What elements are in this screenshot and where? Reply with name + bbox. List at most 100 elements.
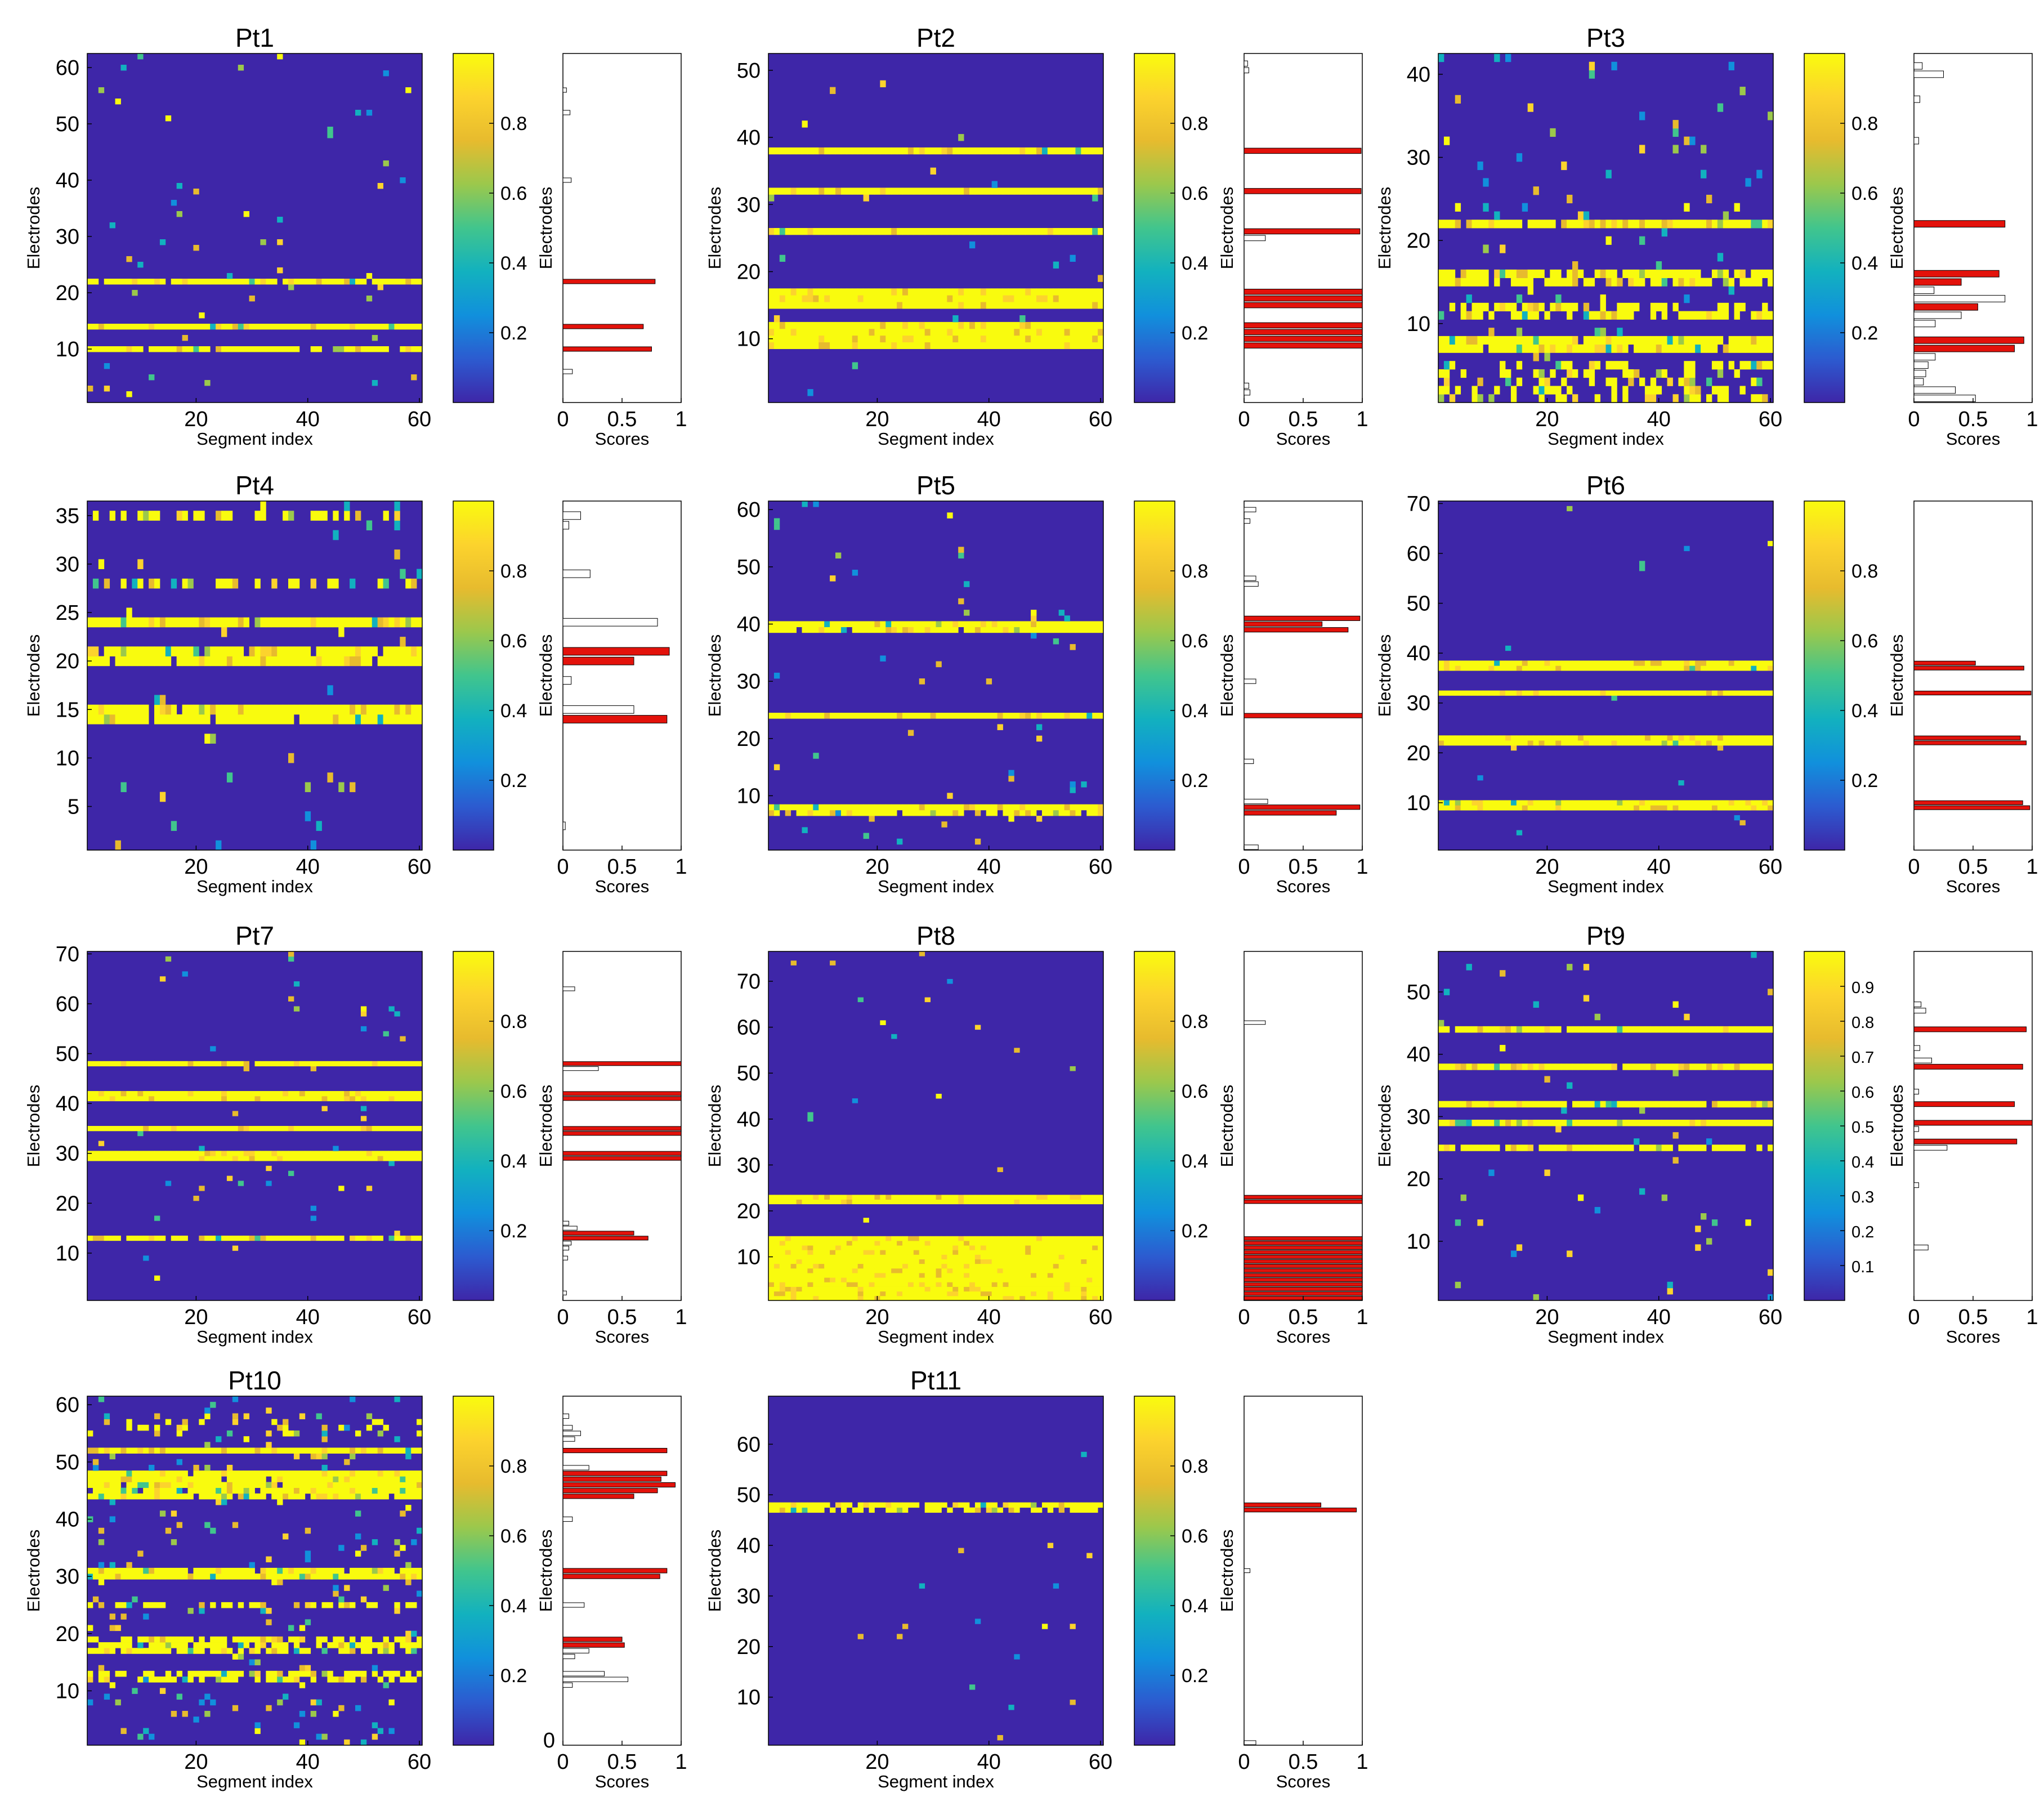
x-tick-label: 60	[1759, 855, 1782, 879]
heatmap-cell	[790, 1240, 797, 1246]
heatmap-cell	[321, 1670, 328, 1677]
heatmap-cell	[277, 1096, 283, 1102]
heatmap-cell	[1739, 336, 1746, 345]
heatmap-cell	[790, 1199, 797, 1205]
heatmap-cell	[1053, 328, 1059, 336]
heatmap-cell	[941, 1254, 947, 1259]
heatmap-cell	[1589, 660, 1595, 666]
heatmap-cell	[924, 335, 931, 343]
heatmap-cell	[411, 1156, 417, 1161]
heatmap-cell	[1003, 1195, 1009, 1200]
heatmap-cell	[1031, 615, 1037, 622]
heatmap-cell	[405, 1096, 412, 1102]
heatmap-cell	[165, 1677, 172, 1683]
heatmap-cell	[1656, 369, 1662, 378]
heatmap-cell	[338, 714, 345, 725]
heatmap-cell	[986, 1199, 992, 1205]
heatmap-cell	[952, 321, 959, 329]
heatmap-cell	[779, 1236, 786, 1241]
heatmap-cell	[1019, 335, 1026, 343]
heatmap-cell	[216, 714, 222, 725]
heatmap-cell	[1661, 1119, 1667, 1126]
heatmap-cell	[1488, 1119, 1495, 1126]
heatmap-cell	[1500, 800, 1506, 806]
heatmap-cell	[991, 1286, 998, 1292]
heatmap-cell	[964, 1195, 970, 1200]
heatmap-cell	[1711, 665, 1718, 671]
heatmap-cell	[1036, 1259, 1043, 1264]
heatmap-cell	[1098, 713, 1104, 719]
heatmap-cell	[952, 302, 959, 309]
heatmap-cell	[919, 302, 925, 309]
heatmap-cell	[388, 324, 395, 330]
heatmap-cell	[863, 1254, 869, 1259]
colorbar-tick-label: 0.2	[1851, 323, 1878, 344]
heatmap-cell	[824, 295, 830, 302]
heatmap-cell	[874, 1263, 880, 1269]
heatmap-cell	[1672, 128, 1679, 137]
heatmap-cell	[819, 335, 825, 343]
heatmap-cell	[897, 838, 903, 845]
heatmap-cell	[271, 1670, 278, 1677]
heatmap-cell	[974, 1273, 981, 1278]
heatmap-cell	[1544, 344, 1550, 353]
heatmap-cell	[411, 656, 417, 667]
heatmap-cell	[165, 346, 172, 352]
heatmap-cell	[1019, 1263, 1026, 1269]
heatmap-cell	[1689, 361, 1696, 370]
score-axis-label: Scores	[1946, 1327, 2000, 1347]
heatmap-cell	[807, 1259, 813, 1264]
heatmap-cell	[299, 1091, 306, 1097]
heatmap-cell	[171, 704, 177, 715]
heatmap-cell	[1014, 187, 1020, 195]
heatmap-cell	[807, 1286, 813, 1292]
heatmap-cell	[221, 1670, 227, 1677]
heatmap-cell	[919, 1250, 925, 1255]
heatmap-cell	[1717, 1026, 1724, 1033]
heatmap-cell	[221, 714, 227, 725]
heatmap-cell	[874, 295, 880, 302]
heatmap-cell	[344, 1151, 350, 1156]
heatmap-cell	[986, 1277, 992, 1282]
heatmap-cell	[1488, 665, 1495, 671]
heatmap-cell	[1684, 344, 1690, 353]
score-bar-selected	[1244, 1254, 1363, 1259]
heatmap-cell	[1500, 220, 1506, 229]
heatmap-cell	[924, 1286, 931, 1292]
heatmap-cell	[986, 810, 992, 816]
heatmap-cell	[1634, 735, 1640, 741]
heatmap-cell	[997, 627, 1003, 633]
heatmap-cell	[288, 951, 294, 957]
heatmap-cell	[1561, 1145, 1567, 1151]
heatmap-cell	[897, 1277, 903, 1282]
heatmap-cell	[243, 1126, 249, 1132]
heatmap-cell	[913, 295, 920, 302]
heatmap-cell	[930, 1273, 936, 1278]
heatmap-cell	[1516, 735, 1523, 741]
heatmap-cell	[154, 695, 160, 705]
heatmap-cell	[1443, 735, 1450, 741]
heatmap-cell	[1639, 800, 1645, 806]
heatmap-cell	[796, 228, 802, 235]
heatmap-cell	[1041, 288, 1048, 296]
heatmap-cell	[1092, 1250, 1098, 1255]
heatmap-frame	[87, 951, 423, 1301]
score-bar-selected	[1913, 336, 2024, 344]
heatmap-cell	[969, 187, 976, 195]
heatmap-cells	[87, 1396, 423, 1746]
heatmap-cell	[1600, 735, 1606, 741]
heatmap-cell	[1036, 328, 1043, 336]
score-axes	[1913, 53, 2033, 403]
score-bar	[562, 618, 658, 627]
heatmap-cell	[874, 713, 880, 719]
score-tick-label: 0	[1238, 855, 1250, 879]
heatmap-cell	[1031, 1254, 1037, 1259]
heatmap-cell	[913, 1236, 920, 1241]
heatmap-cell	[221, 1151, 227, 1156]
heatmap-cell	[1711, 361, 1718, 370]
heatmap-cell	[360, 1061, 367, 1067]
heatmap-cell	[1550, 128, 1556, 137]
heatmap-cell	[383, 1031, 389, 1036]
heatmap-cell	[1510, 800, 1517, 806]
heatmap-cell	[1594, 740, 1600, 746]
